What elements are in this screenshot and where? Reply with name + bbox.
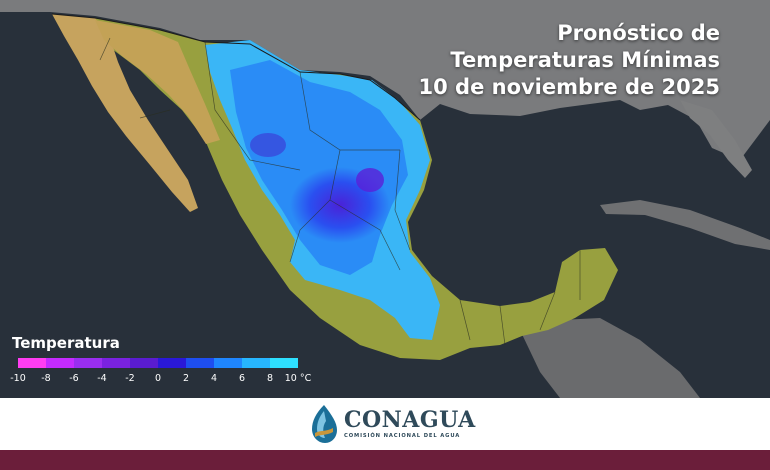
map-title: Pronóstico de Temperaturas Mínimas 10 de…: [419, 20, 721, 101]
legend-tick-label: 4: [210, 373, 218, 384]
legend-tick-label: 10 °C: [284, 373, 312, 384]
legend-swatch: [74, 358, 102, 368]
legend-tick-label: 6: [238, 373, 246, 384]
bottom-band: [0, 450, 770, 470]
title-line-1: Pronóstico de: [557, 21, 720, 45]
chihuahua-cold: [250, 133, 286, 157]
legend-swatch: [130, 358, 158, 368]
legend-tick-label: -10: [10, 373, 26, 384]
temperature-map: Pronóstico de Temperaturas Mínimas 10 de…: [0, 0, 770, 398]
title-line-2: Temperaturas Mínimas: [450, 48, 720, 72]
legend-tick-label: 0: [154, 373, 162, 384]
state-borders: [99, 37, 581, 346]
temperature-legend: Temperatura -10 -8 -6 -4 -2 0 2 4 6 8 10 °C: [10, 334, 311, 387]
legend-tick-label: -8: [41, 373, 51, 384]
brand-name: CONAGUA: [344, 407, 476, 433]
legend-swatch: [186, 358, 214, 368]
florida-land: [680, 100, 752, 178]
legend-title: Temperatura: [12, 334, 120, 352]
legend-color-bar: [18, 358, 298, 368]
sonora-desert: [95, 20, 220, 144]
cuba-land: [600, 200, 770, 250]
water-drop-icon: [312, 405, 337, 443]
title-line-3: 10 de noviembre de 2025: [418, 75, 721, 99]
legend-swatch: [270, 358, 298, 368]
country-border: [51, 13, 421, 121]
legend-swatch: [102, 358, 130, 368]
legend-tick-label: 8: [266, 373, 274, 384]
central-america-land: [520, 318, 700, 398]
legend-swatch: [214, 358, 242, 368]
legend-swatch: [18, 358, 46, 368]
legend-ticks: -10 -8 -6 -4 -2 0 2 4 6 8 10 °C: [10, 373, 311, 387]
legend-swatch: [242, 358, 270, 368]
legend-tick-label: -2: [125, 373, 135, 384]
legend-tick-label: 2: [182, 373, 190, 384]
legend-swatch: [158, 358, 186, 368]
map-svg: [0, 0, 770, 398]
freezing-spot: [356, 168, 384, 192]
conagua-logo: CONAGUA COMISIÓN NACIONAL DEL AGUA: [306, 403, 476, 445]
legend-tick-label: -6: [69, 373, 79, 384]
legend-swatch: [46, 358, 74, 368]
usa-land: [0, 0, 770, 160]
legend-tick-label: -4: [97, 373, 107, 384]
brand-subtitle: COMISIÓN NACIONAL DEL AGUA: [344, 433, 461, 439]
baja-california-land: [52, 14, 198, 212]
footer: CONAGUA COMISIÓN NACIONAL DEL AGUA: [0, 398, 770, 450]
